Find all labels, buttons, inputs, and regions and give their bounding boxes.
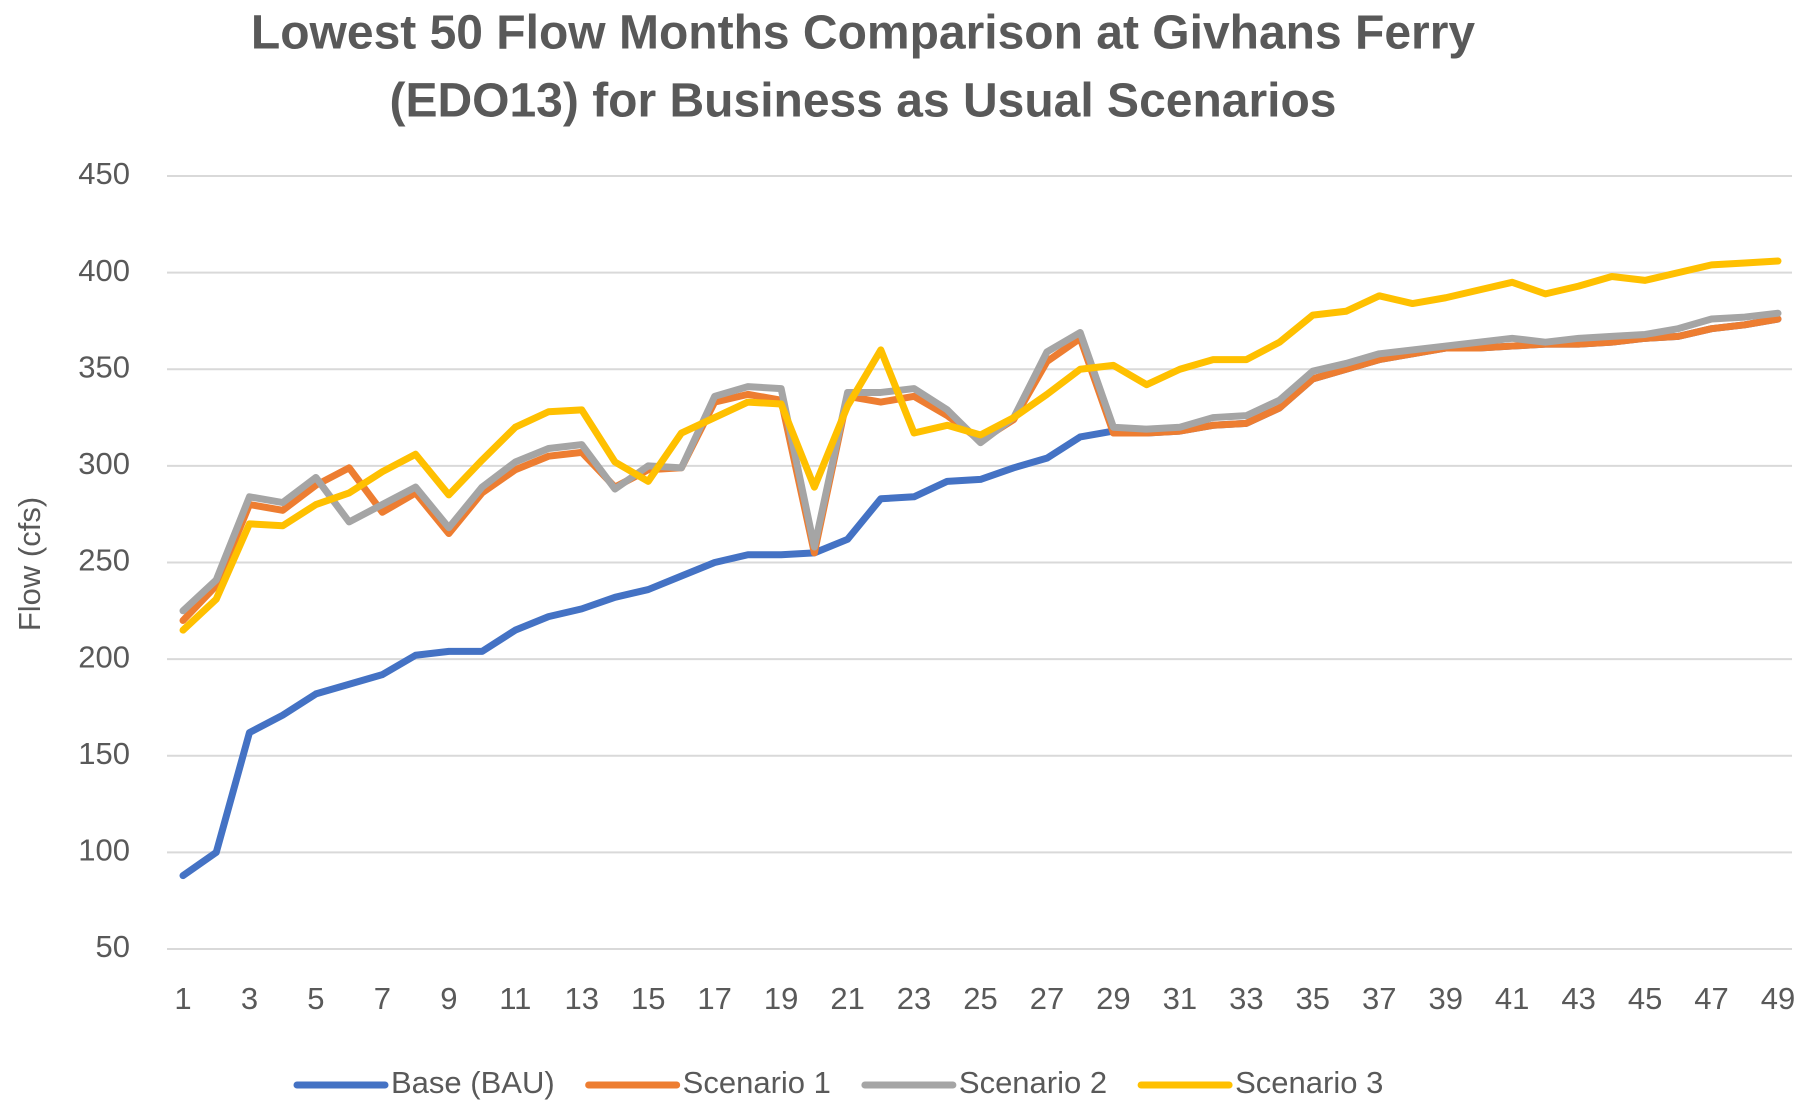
y-tick-label: 100 xyxy=(78,833,130,868)
x-tick-label: 29 xyxy=(1096,981,1130,1016)
x-tick-label: 3 xyxy=(241,981,258,1016)
series-line xyxy=(179,315,1782,624)
legend-label: Scenario 3 xyxy=(1235,1065,1383,1100)
x-tick-label: 9 xyxy=(440,981,457,1016)
x-tick-label: 17 xyxy=(697,981,731,1016)
x-tick-label: 5 xyxy=(307,981,324,1016)
x-tick-label: 45 xyxy=(1628,981,1662,1016)
series-line xyxy=(179,309,1782,615)
x-tick-label: 37 xyxy=(1362,981,1396,1016)
x-tick-label: 31 xyxy=(1163,981,1197,1016)
x-tick-label: 33 xyxy=(1229,981,1263,1016)
legend-label: Base (BAU) xyxy=(391,1065,555,1100)
x-tick-label: 23 xyxy=(897,981,931,1016)
y-tick-label: 50 xyxy=(96,929,130,964)
x-tick-label: 15 xyxy=(631,981,665,1016)
x-tick-label: 19 xyxy=(764,981,798,1016)
legend-label: Scenario 2 xyxy=(959,1065,1107,1100)
x-tick-label: 25 xyxy=(963,981,997,1016)
x-tick-label: 41 xyxy=(1495,981,1529,1016)
series-line xyxy=(179,257,1782,634)
x-tick-label: 47 xyxy=(1694,981,1728,1016)
legend-label: Scenario 1 xyxy=(683,1065,831,1100)
x-tick-label: 11 xyxy=(499,981,531,1016)
x-tick-label: 49 xyxy=(1761,981,1795,1016)
series-line xyxy=(179,315,1782,880)
x-tick-label: 13 xyxy=(565,981,599,1016)
chart-title: (EDO13) for Business as Usual Scenarios xyxy=(389,75,1336,128)
y-tick-label: 450 xyxy=(78,156,130,191)
x-tick-label: 7 xyxy=(374,981,391,1016)
y-axis-label: Flow (cfs) xyxy=(12,497,47,631)
y-tick-label: 200 xyxy=(78,639,130,674)
y-tick-label: 350 xyxy=(78,349,130,384)
x-tick-label: 1 xyxy=(174,981,191,1016)
x-tick-label: 35 xyxy=(1296,981,1330,1016)
x-tick-label: 27 xyxy=(1030,981,1064,1016)
y-tick-label: 400 xyxy=(78,253,130,288)
y-tick-label: 250 xyxy=(78,543,130,578)
y-tick-label: 300 xyxy=(78,446,130,481)
chart-title: Lowest 50 Flow Months Comparison at Givh… xyxy=(251,7,1476,60)
x-tick-label: 21 xyxy=(830,981,864,1016)
y-tick-label: 150 xyxy=(78,736,130,771)
x-tick-label: 43 xyxy=(1561,981,1595,1016)
x-tick-label: 39 xyxy=(1428,981,1462,1016)
